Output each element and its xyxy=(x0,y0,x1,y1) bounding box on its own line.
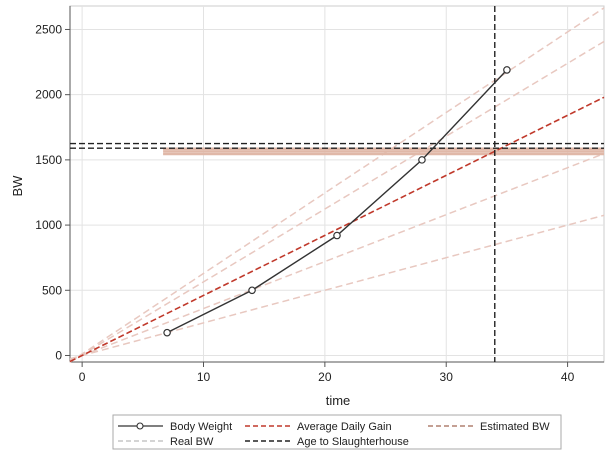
plot-area: 0 10 20 30 40 0 500 1000 1500 2000 2500 xyxy=(35,5,605,384)
body-weight-point xyxy=(418,156,426,164)
y-tick-label: 1500 xyxy=(35,153,62,167)
plot-frame xyxy=(69,5,605,363)
x-tick-label: 40 xyxy=(561,370,575,384)
x-tick-label: 20 xyxy=(318,370,332,384)
legend-label: Body Weight xyxy=(170,421,232,433)
legend-label: Average Daily Gain xyxy=(297,421,392,433)
body-weight-point xyxy=(163,328,171,337)
y-tick-label: 1000 xyxy=(35,218,62,232)
y-tick-label: 500 xyxy=(42,283,62,297)
y-tick-label: 2500 xyxy=(35,22,62,36)
x-tick-label: 10 xyxy=(197,370,211,384)
real-bw-line xyxy=(69,40,605,363)
real-bw-line xyxy=(69,7,605,363)
body-weight-point xyxy=(248,286,256,295)
real-bw-line xyxy=(69,214,605,360)
x-tick-label: 0 xyxy=(79,370,86,384)
y-tick-label: 0 xyxy=(55,348,62,362)
legend: Body Weight Average Daily Gain Estimated B… xyxy=(112,414,562,450)
y-tick-label: 2000 xyxy=(35,88,62,102)
legend-box xyxy=(112,414,562,450)
legend-marker xyxy=(136,422,144,430)
body-weight-point xyxy=(333,231,341,240)
legend-label: Real BW xyxy=(170,436,214,448)
x-axis-label: time xyxy=(326,393,351,408)
body-weight-point xyxy=(503,66,511,74)
legend-label: Estimated BW xyxy=(480,421,550,433)
legend-label: Age to Slaughterhouse xyxy=(297,436,409,448)
y-axis-label: BW xyxy=(10,175,25,197)
average-daily-gain-line xyxy=(69,96,605,363)
x-tick-label: 30 xyxy=(440,370,454,384)
real-bw-line xyxy=(69,152,605,361)
